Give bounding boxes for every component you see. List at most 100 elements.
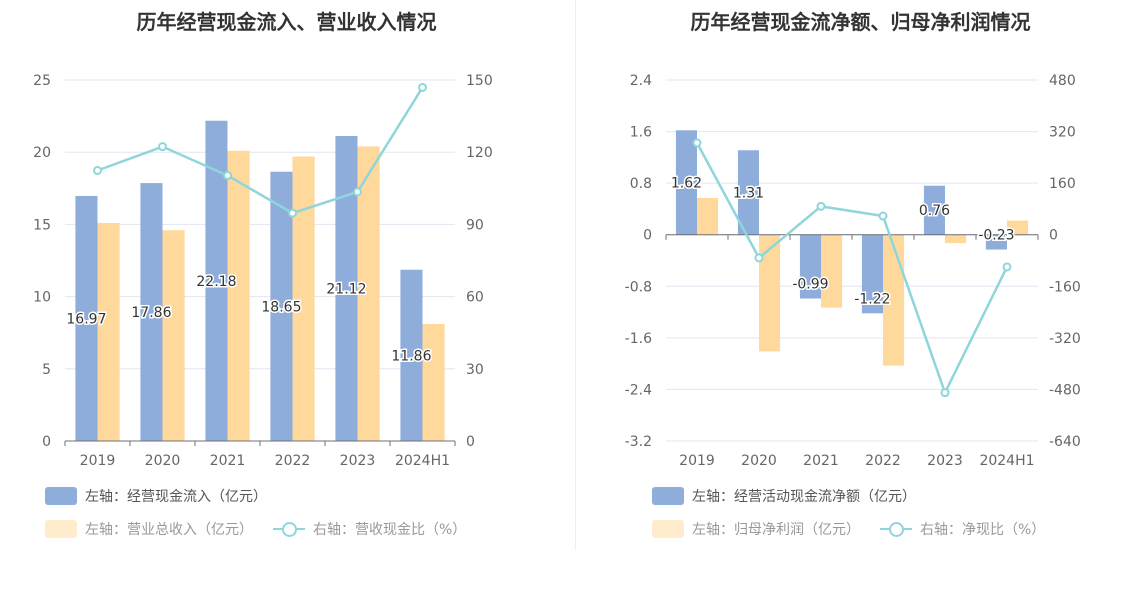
left-right-tick-label: 60 bbox=[466, 290, 484, 306]
right-bar-primary bbox=[985, 234, 1007, 250]
left-legend-swatch-cash-inflow[interactable] bbox=[45, 487, 77, 505]
right-right-tick-label: 320 bbox=[1049, 125, 1076, 141]
right-right-tick-label: -320 bbox=[1049, 331, 1081, 347]
left-chart-svg: 0 0 5 30 10 60 15 90 20 120 25 150 2019 2020 2021 2022 2… bbox=[33, 73, 493, 469]
right-chart-title: 历年经营现金流净额、归母净利润情况 bbox=[690, 10, 1031, 34]
right-bar-secondary bbox=[759, 234, 781, 352]
left-bar-secondary bbox=[162, 230, 185, 441]
left-ratio-point bbox=[93, 165, 102, 175]
left-legend-row-1: 左轴：经营现金流入（亿元） bbox=[45, 486, 267, 506]
left-bar-secondary bbox=[292, 156, 315, 442]
left-left-tick-label: 0 bbox=[42, 434, 51, 450]
right-bar-primary bbox=[737, 150, 759, 235]
left-right-tick-label: 150 bbox=[466, 73, 493, 89]
left-category-label: 2019 bbox=[80, 453, 116, 469]
left-bar-data-label: 22.18 bbox=[196, 274, 236, 290]
right-category-label: 2022 bbox=[865, 453, 901, 469]
right-chart-panel: 历年经营现金流净额、归母净利润情况 -3.2 -640 -2.4 -480 -1.6 -3… bbox=[574, 0, 1147, 589]
right-left-tick-label: 0.8 bbox=[630, 176, 652, 192]
left-chart-title: 历年经营现金流入、营业收入情况 bbox=[136, 10, 437, 34]
left-left-tick-label: 20 bbox=[33, 145, 51, 161]
right-bar-secondary bbox=[697, 197, 719, 235]
right-ratio-point bbox=[754, 253, 764, 263]
right-bar-secondary bbox=[821, 234, 843, 308]
left-bar-data-label: 11.86 bbox=[391, 348, 431, 364]
right-left-tick-label: -0.8 bbox=[625, 279, 652, 295]
right-ratio-point bbox=[816, 201, 826, 211]
left-category-label: 2024H1 bbox=[395, 453, 450, 469]
left-ratio-point bbox=[158, 142, 167, 152]
left-legend-swatch-ratio[interactable] bbox=[273, 520, 305, 538]
left-left-tick-label: 15 bbox=[33, 217, 51, 233]
left-ratio-point bbox=[223, 171, 232, 181]
left-bar-secondary bbox=[357, 146, 380, 441]
right-right-tick-label: -640 bbox=[1049, 434, 1081, 450]
left-bar-primary bbox=[205, 120, 228, 442]
left-legend-label-cash-inflow[interactable]: 左轴：经营现金流入（亿元） bbox=[85, 489, 267, 505]
right-legend-swatch-net-cash[interactable] bbox=[652, 487, 684, 505]
left-bar-data-label: 21.12 bbox=[326, 282, 366, 298]
left-chart-panel: 历年经营现金流入、营业收入情况 0 0 5 30 10 60 15 90 20 120 25 150 2… bbox=[0, 0, 573, 589]
left-bar-primary bbox=[140, 183, 163, 441]
right-left-tick-label: 2.4 bbox=[630, 73, 652, 89]
left-bar-data-label: 17.86 bbox=[131, 305, 171, 321]
right-right-tick-label: -160 bbox=[1049, 279, 1081, 295]
right-ratio-point bbox=[1002, 262, 1012, 272]
right-legend-swatch-net-profit[interactable] bbox=[652, 520, 684, 538]
left-left-tick-label: 5 bbox=[42, 362, 51, 378]
right-left-tick-label: 1.6 bbox=[630, 125, 652, 141]
left-left-tick-label: 10 bbox=[33, 290, 51, 306]
right-legend-row-2: 左轴：归母净利润（亿元） 右轴：净现比（%） bbox=[652, 519, 1045, 539]
right-ratio-point bbox=[940, 388, 950, 398]
right-ratio-line bbox=[695, 142, 1009, 396]
right-ratio-point bbox=[692, 138, 702, 148]
right-ratio-point bbox=[878, 211, 888, 221]
left-category-label: 2023 bbox=[340, 453, 376, 469]
left-ratio-point bbox=[288, 208, 297, 218]
right-bar-data-label: 0.76 bbox=[919, 203, 950, 219]
right-bar-secondary bbox=[883, 234, 905, 366]
left-legend-label-revenue[interactable]: 左轴：营业总收入（亿元） bbox=[85, 522, 253, 538]
right-legend-label-ratio[interactable]: 右轴：净现比（%） bbox=[920, 522, 1046, 538]
left-bar-primary bbox=[400, 269, 423, 441]
left-legend-label-ratio[interactable]: 右轴：营收现金比（%） bbox=[313, 522, 467, 538]
right-right-tick-label: 160 bbox=[1049, 176, 1076, 192]
left-bar-primary bbox=[335, 136, 358, 441]
right-bar-primary bbox=[861, 234, 883, 314]
left-category-label: 2020 bbox=[145, 453, 181, 469]
left-ratio-point bbox=[418, 82, 427, 92]
left-bar-primary bbox=[270, 171, 293, 441]
left-bar-secondary bbox=[422, 324, 445, 441]
right-bar-data-label: -0.99 bbox=[792, 277, 828, 293]
right-legend-label-net-cash[interactable]: 左轴：经营活动现金流净额（亿元） bbox=[692, 489, 916, 505]
right-bar-secondary bbox=[1007, 220, 1029, 235]
left-category-label: 2022 bbox=[275, 453, 311, 469]
right-category-label: 2023 bbox=[927, 453, 963, 469]
right-left-tick-label: 0 bbox=[643, 228, 652, 244]
right-bar-data-label: -0.23 bbox=[978, 228, 1014, 244]
left-right-tick-label: 90 bbox=[466, 217, 484, 233]
left-bar-secondary bbox=[97, 222, 120, 441]
left-right-tick-label: 120 bbox=[466, 145, 493, 161]
right-bar-primary bbox=[799, 234, 821, 299]
left-left-tick-label: 25 bbox=[33, 73, 51, 89]
left-right-tick-label: 0 bbox=[466, 434, 475, 450]
left-bar-secondary bbox=[227, 150, 250, 442]
left-ratio-line bbox=[97, 86, 424, 215]
right-category-label: 2020 bbox=[741, 453, 777, 469]
right-bar-data-label: 1.62 bbox=[671, 175, 702, 191]
right-bar-secondary bbox=[945, 234, 967, 244]
panel-divider bbox=[575, 0, 576, 550]
right-chart-svg: -3.2 -640 -2.4 -480 -1.6 -320 -0.8 -160 0 0 0.8 160… bbox=[625, 73, 1081, 469]
right-left-tick-label: -1.6 bbox=[625, 331, 652, 347]
right-bar-data-label: -1.22 bbox=[854, 291, 890, 307]
left-ratio-point bbox=[353, 187, 362, 197]
left-legend-swatch-revenue[interactable] bbox=[45, 520, 77, 538]
right-category-label: 2021 bbox=[803, 453, 839, 469]
right-legend-label-net-profit[interactable]: 左轴：归母净利润（亿元） bbox=[692, 522, 860, 538]
right-right-tick-label: -480 bbox=[1049, 382, 1081, 398]
right-category-label: 2019 bbox=[679, 453, 715, 469]
right-right-tick-label: 0 bbox=[1049, 228, 1058, 244]
right-left-tick-label: -3.2 bbox=[625, 434, 652, 450]
right-legend-swatch-ratio[interactable] bbox=[880, 520, 912, 538]
